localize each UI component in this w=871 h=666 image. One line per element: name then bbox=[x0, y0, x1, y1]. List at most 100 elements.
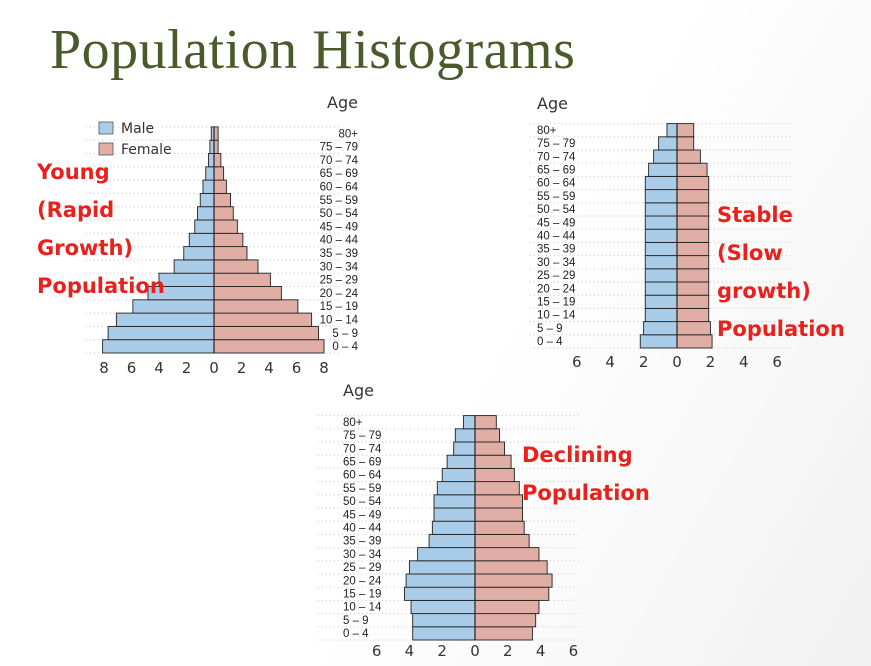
age-label: 45 – 49 bbox=[343, 509, 381, 521]
male-bar-0-12 bbox=[202, 179, 215, 194]
age-label: 55 – 59 bbox=[537, 191, 575, 203]
female-bar-1-11 bbox=[676, 189, 710, 204]
tick-label: 2 bbox=[639, 353, 649, 371]
female-bar-0-6 bbox=[213, 259, 259, 274]
male-bar-2-0 bbox=[412, 626, 476, 641]
age-label: 55 – 59 bbox=[343, 483, 381, 495]
male-bar-2-6 bbox=[417, 547, 476, 562]
male-bar-2-11 bbox=[436, 481, 476, 496]
age-label: 35 – 39 bbox=[320, 248, 358, 260]
tick-label: 8 bbox=[319, 359, 329, 377]
age-label: 80+ bbox=[338, 128, 358, 140]
tick-label: 6 bbox=[372, 642, 382, 660]
age-label: 20 – 24 bbox=[343, 575, 382, 587]
female-bar-1-1 bbox=[676, 321, 711, 336]
female-bar-2-3 bbox=[474, 586, 550, 601]
male-bar-2-15 bbox=[454, 428, 476, 443]
female-bar-1-14 bbox=[676, 149, 701, 164]
female-bar-2-2 bbox=[474, 599, 540, 615]
age-header: Age bbox=[343, 381, 374, 400]
female-bar-1-16 bbox=[676, 123, 695, 138]
tick-label: 4 bbox=[405, 642, 415, 660]
female-bar-0-11 bbox=[213, 192, 231, 208]
legend-label-male: Male bbox=[121, 121, 154, 137]
age-label: 25 – 29 bbox=[320, 275, 358, 287]
female-bar-0-9 bbox=[213, 219, 238, 234]
age-label: 75 – 79 bbox=[320, 142, 358, 154]
age-label: 35 – 39 bbox=[537, 244, 575, 256]
slide-title: Population Histograms bbox=[50, 19, 576, 81]
tick-label: 6 bbox=[127, 359, 137, 377]
age-label: 0 – 4 bbox=[332, 341, 358, 353]
age-header: Age bbox=[537, 94, 568, 113]
male-bar-1-2 bbox=[644, 307, 678, 323]
tick-label: 6 bbox=[292, 359, 302, 377]
male-bar-2-5 bbox=[408, 560, 476, 575]
male-bar-0-13 bbox=[205, 166, 215, 181]
age-label: 30 – 34 bbox=[537, 257, 576, 269]
female-bar-0-3 bbox=[213, 299, 299, 314]
age-label: 35 – 39 bbox=[343, 536, 381, 548]
age-label: 30 – 34 bbox=[320, 261, 359, 273]
female-bar-2-10 bbox=[474, 494, 524, 509]
age-label: 65 – 69 bbox=[320, 168, 358, 180]
male-bar-2-14 bbox=[453, 441, 476, 456]
male-bar-0-7 bbox=[183, 246, 215, 261]
female-bar-0-10 bbox=[213, 206, 234, 221]
age-label: 10 – 14 bbox=[320, 314, 359, 326]
age-label: 45 – 49 bbox=[537, 217, 575, 229]
male-bar-1-15 bbox=[658, 136, 678, 151]
tick-label: 0 bbox=[672, 353, 682, 371]
female-bar-0-12 bbox=[213, 179, 227, 194]
declining-population-label: Declining Population bbox=[522, 443, 650, 505]
age-label: 30 – 34 bbox=[343, 549, 382, 561]
female-bar-0-1 bbox=[213, 325, 319, 341]
tick-label: 4 bbox=[264, 359, 274, 377]
male-bar-0-1 bbox=[107, 325, 215, 341]
age-label: 45 – 49 bbox=[320, 221, 358, 233]
female-bar-1-5 bbox=[676, 268, 710, 283]
tick-label: 4 bbox=[739, 353, 749, 371]
age-label: 60 – 64 bbox=[343, 470, 382, 482]
age-label: 40 – 44 bbox=[320, 235, 359, 247]
male-bar-1-5 bbox=[644, 268, 678, 283]
male-bar-0-9 bbox=[194, 219, 215, 234]
female-bar-1-2 bbox=[676, 307, 710, 323]
female-bar-0-7 bbox=[213, 246, 248, 261]
male-bar-1-3 bbox=[644, 294, 678, 309]
age-label: 15 – 19 bbox=[320, 301, 358, 313]
female-bar-0-8 bbox=[213, 232, 244, 248]
male-bar-0-15 bbox=[209, 139, 215, 154]
female-bar-2-5 bbox=[474, 560, 548, 575]
female-bar-1-3 bbox=[676, 294, 710, 309]
male-bar-2-13 bbox=[446, 454, 476, 469]
male-bar-0-11 bbox=[199, 192, 215, 208]
male-bar-1-13 bbox=[648, 162, 678, 177]
tick-label: 2 bbox=[437, 642, 447, 660]
female-bar-0-13 bbox=[213, 166, 225, 181]
male-bar-0-0 bbox=[102, 339, 215, 354]
young-population-label: Young (Rapid Growth) Population bbox=[37, 160, 165, 298]
tick-label: 4 bbox=[154, 359, 164, 377]
female-bar-2-1 bbox=[474, 613, 537, 628]
tick-label: 6 bbox=[572, 353, 582, 371]
female-bar-2-15 bbox=[474, 428, 501, 443]
female-bar-0-5 bbox=[213, 272, 271, 287]
male-bar-0-2 bbox=[115, 312, 215, 327]
age-label: 15 – 19 bbox=[343, 588, 381, 600]
female-bar-1-8 bbox=[676, 228, 710, 243]
male-bar-2-1 bbox=[412, 613, 476, 628]
age-label: 60 – 64 bbox=[320, 181, 359, 193]
age-label: 40 – 44 bbox=[343, 522, 382, 534]
stable-population-label: Stable (Slow growth) Population bbox=[717, 203, 845, 341]
female-bar-1-0 bbox=[676, 334, 713, 349]
female-bar-2-16 bbox=[474, 415, 497, 430]
female-bar-1-10 bbox=[676, 202, 710, 217]
male-bar-2-2 bbox=[410, 599, 476, 615]
tick-label: 6 bbox=[569, 642, 579, 660]
tick-label: 2 bbox=[237, 359, 247, 377]
female-bar-2-14 bbox=[474, 441, 505, 456]
female-bar-2-8 bbox=[474, 520, 525, 535]
age-label: 0 – 4 bbox=[537, 336, 563, 348]
